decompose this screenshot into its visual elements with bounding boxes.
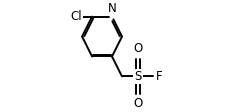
Text: Cl: Cl (70, 10, 81, 23)
Text: F: F (155, 70, 161, 83)
Text: N: N (107, 2, 116, 15)
Text: S: S (134, 70, 141, 83)
Text: O: O (133, 97, 142, 110)
Text: O: O (133, 42, 142, 55)
